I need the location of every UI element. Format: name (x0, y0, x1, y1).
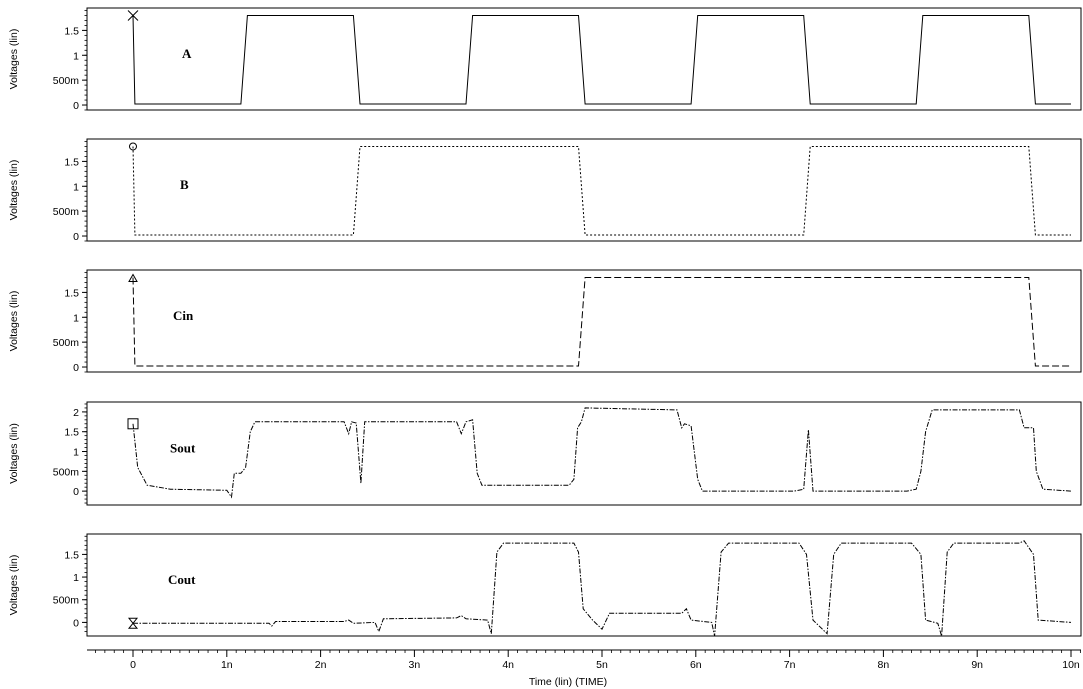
y-tick-label: 0 (73, 617, 79, 629)
start-marker (127, 418, 139, 430)
y-tick-label: 500m (53, 75, 80, 87)
start-marker (128, 273, 138, 282)
start-marker (129, 142, 137, 151)
waveform-a (132, 15, 1071, 105)
y-tick-label: 1.5 (64, 549, 79, 561)
y-tick-label: 0 (73, 231, 79, 243)
x-tick-label: 10n (1062, 659, 1080, 671)
panel-cin: 0 500m 1 1.5 Voltages (lin) Cin (8, 269, 1082, 374)
panel-frame (86, 7, 1082, 111)
y-tick-label: 500m (53, 595, 80, 607)
start-marker (127, 10, 139, 21)
x-tick-label: 6n (690, 659, 702, 671)
y-axis-label: Voltages (lin) (8, 423, 20, 484)
y-tick-label: 1 (73, 181, 79, 193)
signal-label: B (180, 177, 189, 192)
x-tick-label: 2n (315, 659, 327, 671)
waveform-b (132, 146, 1071, 236)
waveform-cout (133, 540, 1072, 637)
x-tick-label: 7n (784, 659, 796, 671)
panel-b: 0 500m 1 1.5 Voltages (lin) B (8, 138, 1082, 243)
y-tick-label: 0 (73, 100, 79, 112)
y-tick-label: 1 (73, 447, 79, 459)
y-tick-label: 500m (53, 466, 80, 478)
waveform-cin (132, 277, 1071, 367)
y-axis-label: Voltages (lin) (8, 160, 20, 221)
y-tick-label: 0 (73, 362, 79, 374)
y-tick-label: 1.5 (64, 25, 79, 37)
x-tick-label: 1n (221, 659, 233, 671)
y-tick-label: 1.5 (64, 156, 79, 168)
panel-frame (86, 401, 1082, 506)
y-tick-label: 1 (73, 50, 79, 62)
x-axis-label: Time (lin) (TIME) (529, 676, 607, 688)
x-tick-label: 3n (409, 659, 421, 671)
y-tick-label: 0 (73, 486, 79, 498)
y-tick-label: 1.5 (64, 287, 79, 299)
signal-label: Cin (173, 308, 194, 323)
y-tick-label: 1.5 (64, 427, 79, 439)
x-tick-label: 9n (971, 659, 983, 671)
y-axis-label: Voltages (lin) (8, 29, 20, 90)
waveform-sout (132, 407, 1072, 499)
x-tick-label: 4n (502, 659, 514, 671)
panel-a: 0 500m 1 1.5 Voltages (lin) A (8, 7, 1082, 112)
signal-label: Cout (168, 572, 196, 587)
start-marker (127, 617, 139, 629)
panel-frame (86, 138, 1082, 242)
y-tick-label: 500m (53, 206, 80, 218)
x-tick-label: 0 (130, 659, 136, 671)
y-tick-label: 1 (73, 312, 79, 324)
panel-frame (86, 533, 1082, 637)
signal-label: A (182, 46, 192, 61)
y-tick-label: 2 (73, 407, 79, 419)
y-axis-label: Voltages (lin) (8, 555, 20, 616)
y-tick-label: 500m (53, 337, 80, 349)
y-axis-label: Voltages (lin) (8, 291, 20, 352)
x-tick-label: 8n (878, 659, 890, 671)
signal-label: Sout (170, 440, 196, 455)
panel-cout: 0 500m 1 1.5 Voltages (lin) Cout (8, 533, 1082, 637)
x-axis: 0 1n 2n 3n 4n 5n 6n 7n 8n 9n 10n Time (lin) (TIME) (87, 649, 1081, 688)
panel-frame (86, 269, 1082, 373)
panel-sout: 0 500m 1 1.5 2 Voltages (lin) Sout (8, 401, 1082, 506)
y-tick-label: 1 (73, 572, 79, 584)
x-tick-label: 5n (596, 659, 608, 671)
